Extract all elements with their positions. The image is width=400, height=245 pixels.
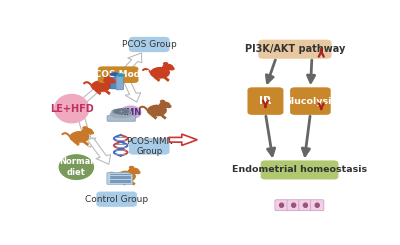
FancyBboxPatch shape [258,40,332,59]
FancyBboxPatch shape [116,75,124,90]
Text: PCOS Model: PCOS Model [88,70,149,79]
FancyBboxPatch shape [98,66,138,83]
Circle shape [120,106,141,119]
Ellipse shape [104,78,114,83]
Ellipse shape [304,203,308,207]
FancyBboxPatch shape [290,87,331,115]
FancyBboxPatch shape [96,192,137,207]
Ellipse shape [112,109,130,114]
Text: IR: IR [259,96,272,106]
Ellipse shape [116,112,120,114]
Ellipse shape [280,203,284,207]
FancyArrow shape [87,138,110,164]
Ellipse shape [70,132,89,142]
FancyBboxPatch shape [110,74,118,89]
Text: PCOS-NMN
Group: PCOS-NMN Group [126,137,173,156]
Ellipse shape [160,102,170,108]
FancyBboxPatch shape [129,37,170,52]
Text: PCOS Group: PCOS Group [122,40,176,49]
Ellipse shape [164,63,168,65]
FancyBboxPatch shape [261,160,338,180]
FancyBboxPatch shape [299,200,312,211]
Ellipse shape [136,171,140,173]
Ellipse shape [111,81,115,83]
Ellipse shape [92,81,110,91]
Ellipse shape [129,168,139,173]
Text: LE+HFD: LE+HFD [50,104,94,114]
FancyArrow shape [80,82,105,103]
FancyBboxPatch shape [107,172,133,184]
Ellipse shape [117,74,124,76]
Ellipse shape [126,110,128,113]
Text: Normal
diet: Normal diet [59,158,94,177]
FancyBboxPatch shape [248,87,284,115]
Ellipse shape [111,73,118,75]
FancyBboxPatch shape [275,200,288,211]
Text: PI3K/AKT pathway: PI3K/AKT pathway [245,44,345,54]
Ellipse shape [110,111,132,118]
Ellipse shape [160,100,164,102]
FancyArrow shape [123,79,141,102]
FancyBboxPatch shape [107,116,136,121]
Ellipse shape [83,127,87,129]
Text: NMN: NMN [120,108,142,117]
Ellipse shape [117,171,135,182]
Ellipse shape [170,68,174,70]
Ellipse shape [130,166,134,169]
Ellipse shape [55,95,89,123]
Ellipse shape [82,129,92,134]
Ellipse shape [116,109,120,111]
Ellipse shape [59,155,93,179]
FancyBboxPatch shape [129,138,170,155]
Ellipse shape [292,203,296,207]
Ellipse shape [163,64,173,70]
Ellipse shape [114,110,117,113]
FancyBboxPatch shape [287,200,300,211]
FancyBboxPatch shape [310,200,324,211]
FancyArrow shape [78,117,96,147]
Text: Glucolysis: Glucolysis [283,97,337,106]
Ellipse shape [148,105,166,116]
FancyArrow shape [122,53,142,73]
Text: Control Group: Control Group [85,195,148,204]
Ellipse shape [105,76,109,78]
Ellipse shape [151,68,169,78]
FancyArrow shape [169,134,197,146]
Ellipse shape [122,112,126,114]
Ellipse shape [166,105,171,108]
Ellipse shape [89,132,94,134]
Text: Endometrial homeostasis: Endometrial homeostasis [232,165,367,174]
Ellipse shape [315,203,319,207]
Ellipse shape [122,109,126,111]
